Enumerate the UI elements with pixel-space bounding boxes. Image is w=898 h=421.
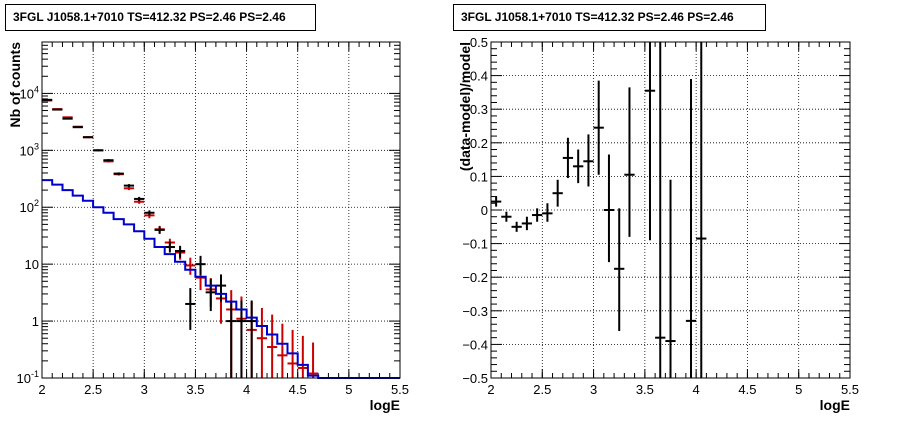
y-tick-label: 103	[20, 141, 39, 158]
x-tick-label: 5	[345, 382, 352, 397]
left-chart-title: 3FGL J1058.1+7010 TS=412.32 PS=2.46 PS=2…	[5, 4, 316, 31]
x-tick-label: 5.5	[391, 382, 409, 397]
chart-panel-1: 2 2.5 3 3.5 4 4.5 5 5.5 −0.5 −0.4 −0.3 −0.2 −0.1 0 0.1…	[457, 35, 859, 413]
x-axis-label: logE	[820, 397, 850, 413]
y-tick-label: 0	[481, 203, 488, 218]
y-tick-label: 10	[25, 257, 39, 272]
y-tick-label: 104	[20, 84, 39, 101]
x-tick-label: 5.5	[841, 382, 859, 397]
y-tick-label: 0.5	[470, 35, 488, 50]
x-tick-label: 2	[487, 382, 494, 397]
y-tick-label: −0.1	[462, 237, 488, 252]
y-tick-label: −0.2	[462, 270, 488, 285]
x-tick-label: 3	[141, 382, 148, 397]
x-tick-label: 2.5	[533, 382, 551, 397]
y-tick-label: 1	[32, 314, 39, 329]
y-tick-label: 102	[20, 198, 39, 215]
x-tick-label: 4.5	[738, 382, 756, 397]
x-axis-label: logE	[370, 397, 400, 413]
y-axis-label: (data-model)/model	[457, 42, 473, 171]
y-tick-label: 0.1	[470, 169, 488, 184]
x-tick-label: 3	[590, 382, 597, 397]
y-tick-label: −0.3	[462, 304, 488, 319]
y-tick-label: 10-1	[17, 369, 39, 386]
y-tick-label: 0.4	[470, 69, 488, 84]
plot-frame	[490, 41, 851, 379]
x-tick-label: 2.5	[84, 382, 102, 397]
x-tick-label: 5	[795, 382, 802, 397]
y-tick-label: −0.4	[462, 337, 488, 352]
chart-panel-0: 2 2.5 3 3.5 4 4.5 5 5.5 10-1 1 10 102 103 104 logE Nb o…	[7, 41, 409, 413]
y-tick-label: −0.5	[462, 371, 488, 386]
y-tick-label: 0.2	[470, 136, 488, 151]
x-tick-label: 3.5	[186, 382, 204, 397]
model-step-line	[42, 179, 400, 379]
right-chart-title: 3FGL J1058.1+7010 TS=412.32 PS=2.46 PS=2…	[453, 4, 766, 31]
x-tick-label: 4.5	[289, 382, 307, 397]
y-tick-label: 0.3	[470, 102, 488, 117]
x-tick-label: 3.5	[636, 382, 654, 397]
x-tick-label: 2	[38, 382, 45, 397]
y-axis-label: Nb of counts	[7, 42, 23, 128]
x-tick-label: 4	[243, 382, 250, 397]
x-tick-label: 4	[693, 382, 700, 397]
plot-frame	[41, 41, 401, 379]
